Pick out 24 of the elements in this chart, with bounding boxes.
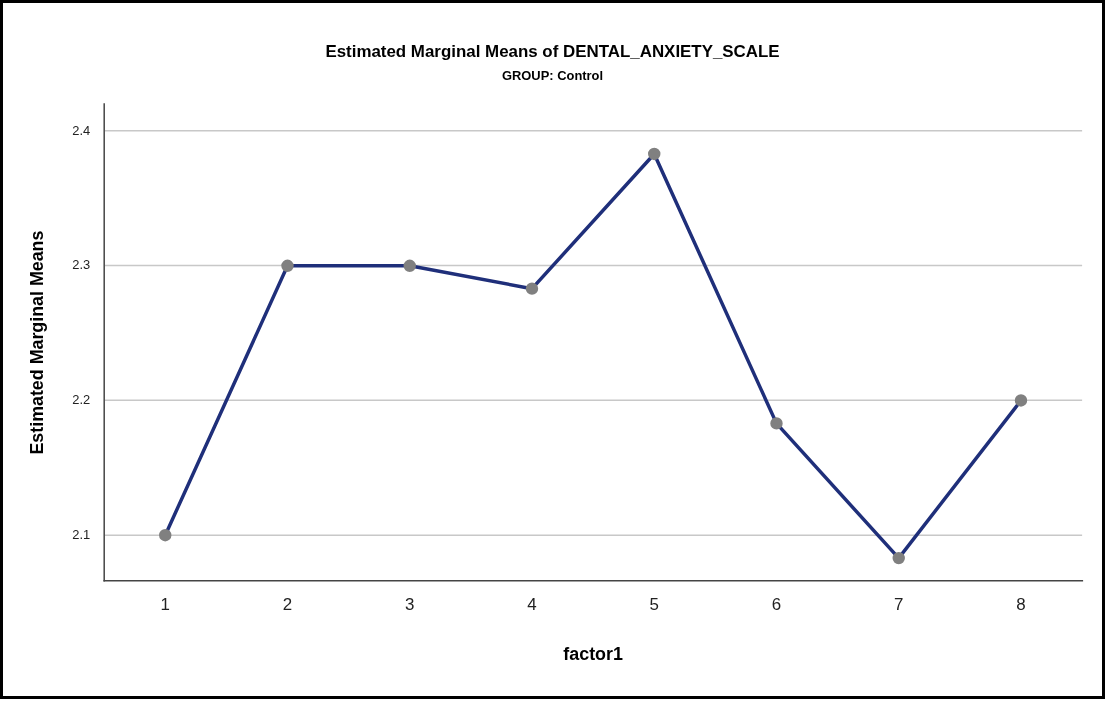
point <box>892 551 905 565</box>
x-tick-label: 4 <box>527 594 537 614</box>
y-tick-label: 2.2 <box>72 392 91 408</box>
y-tick-label: 2.3 <box>72 257 91 273</box>
point <box>525 282 539 295</box>
x-tick-label: 2 <box>282 594 293 614</box>
x-tick-label: 3 <box>405 594 415 614</box>
chart-title: Estimated Marginal Means of DENTAL_ANXIETY_SCALE <box>325 42 780 62</box>
x-tick-label: 5 <box>649 594 659 614</box>
point <box>281 259 294 272</box>
x-tick-label: 6 <box>771 594 782 614</box>
point <box>403 259 416 272</box>
point <box>770 417 783 430</box>
y-tick-label: 2.1 <box>72 526 91 542</box>
point <box>648 147 661 161</box>
point <box>159 528 172 542</box>
x-tick-label: 7 <box>894 594 904 614</box>
x-tick-label: 1 <box>160 594 170 614</box>
y-axis-title: Estimated Marginal Means <box>26 230 47 455</box>
x-tick-label: 8 <box>1016 594 1026 614</box>
chart-subtitle: GROUP: Control <box>501 68 604 84</box>
x-axis-title: factor1 <box>563 644 623 665</box>
point <box>1014 394 1028 407</box>
y-tick-label: 2.4 <box>72 122 91 138</box>
